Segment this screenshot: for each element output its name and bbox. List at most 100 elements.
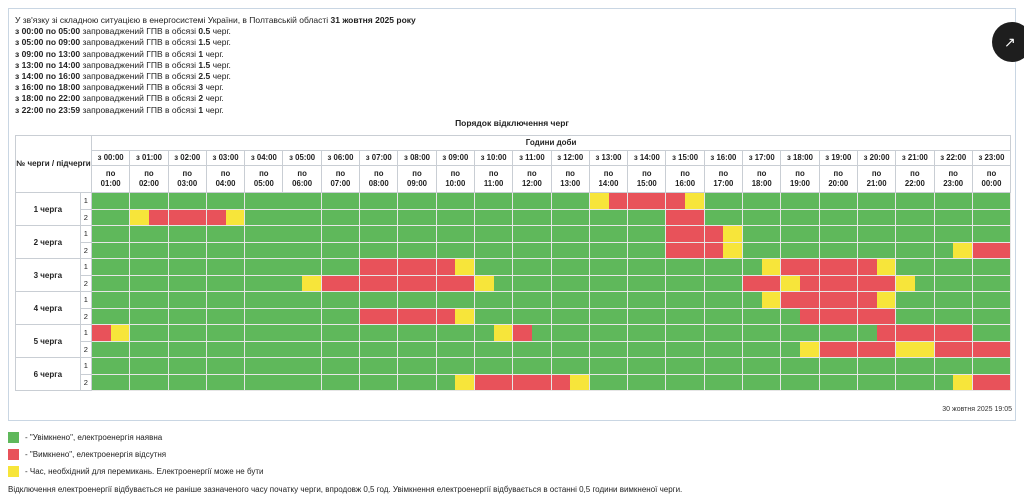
half-hour-slot (436, 308, 456, 324)
half-hour-slot (857, 341, 877, 357)
half-hour-slot (398, 292, 418, 308)
half-hour-slot (263, 341, 283, 357)
half-hour-slot (704, 209, 724, 225)
half-hour-slot (263, 275, 283, 291)
half-hour-slot (991, 209, 1011, 225)
schedule-cell (320, 258, 361, 276)
half-hour-slot (991, 341, 1011, 357)
half-hour-slot (110, 374, 130, 390)
half-hour-slot (685, 226, 704, 242)
half-hour-slot (723, 308, 743, 324)
schedule-cell (742, 258, 782, 276)
half-hour-slot (857, 226, 877, 242)
table-row: 6 черга 1 (15, 357, 1012, 391)
half-hour-slot (953, 341, 972, 357)
half-hour-slot (92, 308, 111, 324)
half-hour-slot (570, 325, 589, 341)
half-hour-slot (148, 209, 168, 225)
half-hour-slot (896, 242, 915, 258)
schedule-cell (665, 241, 705, 259)
schedule-cell (205, 307, 246, 325)
half-hour-slot (436, 209, 456, 225)
half-hour-slot (838, 292, 857, 308)
schedule-cell (167, 241, 207, 259)
half-hour-slot (168, 374, 188, 390)
half-hour-slot (263, 193, 283, 209)
half-hour-slot (493, 325, 513, 341)
notice-line: з 13:00 по 14:00 запроваджений ГПВ в обс… (15, 59, 231, 70)
half-hour-slot (417, 292, 436, 308)
schedule-cell (244, 258, 284, 276)
schedule-cell (167, 225, 207, 243)
half-hour-slot (934, 275, 954, 291)
half-hour-slot (263, 325, 283, 341)
half-hour-slot (551, 341, 571, 357)
half-hour-slot (455, 226, 474, 242)
half-hour-slot (187, 308, 206, 324)
queue-header: № черги / підчерги (15, 135, 92, 193)
half-hour-slot (110, 242, 130, 258)
half-hour-slot (704, 275, 724, 291)
half-hour-slot (225, 374, 245, 390)
half-hour-slot (398, 308, 418, 324)
half-hour-slot (436, 292, 456, 308)
half-hour-slot (436, 358, 456, 374)
half-hour-slot (206, 275, 226, 291)
half-hour-slot (360, 374, 379, 390)
half-hour-slot (914, 242, 934, 258)
half-hour-slot (685, 308, 704, 324)
half-hour-slot (914, 341, 934, 357)
half-hour-slot (168, 292, 188, 308)
half-hour-slot (187, 374, 206, 390)
schedule-cell (933, 324, 973, 342)
schedule-cell (818, 225, 858, 243)
half-hour-slot (972, 374, 992, 390)
half-hour-slot (92, 374, 111, 390)
half-hour-slot (551, 242, 571, 258)
half-hour-slot (704, 308, 724, 324)
schedule-cell (971, 225, 1012, 243)
half-hour-slot (991, 308, 1011, 324)
schedule-cell (933, 192, 973, 210)
half-hour-slot (685, 275, 704, 291)
corner-button[interactable]: ↗ (992, 22, 1024, 62)
half-hour-slot (417, 193, 436, 209)
schedule-cell (435, 225, 475, 243)
schedule-cell (90, 258, 131, 276)
half-hour-slot (245, 341, 264, 357)
schedule-cell (129, 373, 169, 391)
hour-end-header: по 06:00 (282, 165, 322, 193)
schedule-cell (742, 357, 782, 375)
schedule-cell (895, 258, 935, 276)
half-hour-slot (666, 242, 686, 258)
half-hour-slot (130, 226, 149, 242)
schedule-cell (742, 192, 782, 210)
half-hour-slot (130, 325, 149, 341)
schedule-cell (971, 274, 1012, 292)
half-hour-slot (148, 358, 168, 374)
half-hour-slot (436, 242, 456, 258)
hour-end-header: по 05:00 (244, 165, 284, 193)
hour-end-header: по 02:00 (129, 165, 169, 193)
half-hour-slot (914, 325, 934, 341)
schedule-cell (90, 307, 131, 325)
half-hour-slot (378, 259, 398, 275)
schedule-panel (8, 8, 1016, 421)
hour-end-header: по 12:00 (512, 165, 552, 193)
half-hour-slot (148, 374, 168, 390)
half-hour-slot (474, 358, 494, 374)
schedule-cell (665, 373, 705, 391)
half-hour-slot (646, 226, 666, 242)
schedule-cell (397, 258, 437, 276)
schedule-cell (971, 307, 1012, 325)
half-hour-slot (455, 341, 474, 357)
half-hour-slot (245, 358, 264, 374)
half-hour-slot (513, 308, 532, 324)
schedule-cell (550, 324, 590, 342)
hour-start-header: з 07:00 (359, 150, 399, 166)
half-hour-slot (876, 275, 896, 291)
half-hour-slot (474, 341, 494, 357)
schedule-cell (167, 208, 207, 226)
schedule-cell (359, 192, 399, 210)
schedule-cell (282, 291, 322, 309)
